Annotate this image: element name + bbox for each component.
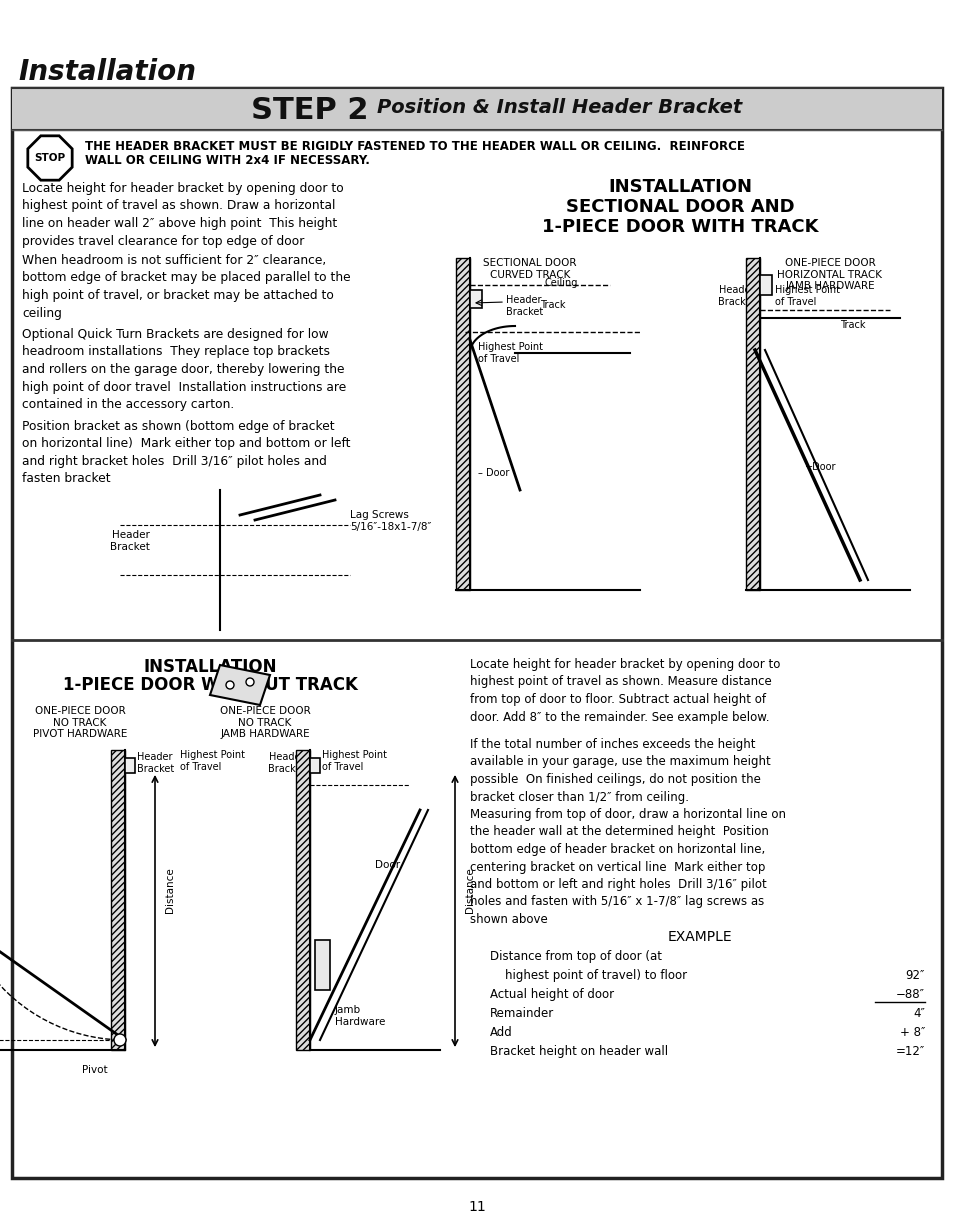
Text: Locate height for header bracket by opening door to
highest point of travel as s: Locate height for header bracket by open… [22,182,343,248]
Text: If the total number of inches exceeds the height
available in your garage, use t: If the total number of inches exceeds th… [470,738,770,803]
Text: Measuring from top of door, draw a horizontal line on
the header wall at the det: Measuring from top of door, draw a horiz… [470,808,785,926]
Text: Optional Quick Turn Brackets are designed for low
headroom installations  They r: Optional Quick Turn Brackets are designe… [22,328,346,411]
Polygon shape [210,665,270,705]
Text: Track: Track [840,320,864,330]
Text: STEP 2: STEP 2 [251,96,369,125]
Bar [12,87,941,130]
Bar [111,750,125,1050]
Text: −88″: −88″ [895,988,924,1001]
Text: Distance: Distance [165,868,174,912]
Text: Highest Point
of Travel: Highest Point of Travel [322,750,387,772]
Text: + 8″: + 8″ [899,1025,924,1039]
Text: ONE-PIECE DOOR
NO TRACK
PIVOT HARDWARE: ONE-PIECE DOOR NO TRACK PIVOT HARDWARE [32,706,127,739]
Text: INSTALLATION: INSTALLATION [143,659,276,676]
Text: Track: Track [539,300,565,310]
Text: Actual height of door: Actual height of door [490,988,614,1001]
Bar [314,940,330,990]
Text: 92″: 92″ [904,970,924,982]
Bar [295,750,310,1050]
Text: Remainder: Remainder [490,1007,554,1021]
Circle shape [246,678,253,686]
Text: ONE-PIECE DOOR
NO TRACK
JAMB HARDWARE: ONE-PIECE DOOR NO TRACK JAMB HARDWARE [219,706,310,739]
Text: Header
Bracket: Header Bracket [110,530,150,552]
Text: Lag Screws
5/16″-18x1-7/8″: Lag Screws 5/16″-18x1-7/8″ [350,510,431,532]
Text: Distance from top of door (at: Distance from top of door (at [490,950,661,963]
Bar [12,87,941,1179]
Text: Door: Door [375,860,399,870]
Text: WALL OR CEILING WITH 2x4 IF NECESSARY.: WALL OR CEILING WITH 2x4 IF NECESSARY. [85,154,370,166]
Text: INSTALLATION: INSTALLATION [607,179,751,196]
Text: Jamb
Hardware: Jamb Hardware [335,1005,385,1027]
Text: Ceiling: Ceiling [544,278,578,288]
Text: 1-PIECE DOOR WITH TRACK: 1-PIECE DOOR WITH TRACK [541,217,818,236]
Text: Locate height for header bracket by opening door to
highest point of travel as s: Locate height for header bracket by open… [470,659,780,723]
Text: THE HEADER BRACKET MUST BE RIGIDLY FASTENED TO THE HEADER WALL OR CEILING.  REIN: THE HEADER BRACKET MUST BE RIGIDLY FASTE… [85,140,744,153]
Text: ONE-PIECE DOOR
HORIZONTAL TRACK
JAMB HARDWARE: ONE-PIECE DOOR HORIZONTAL TRACK JAMB HAR… [777,258,882,292]
Bar [125,758,135,773]
Text: 1-PIECE DOOR WITHOUT TRACK: 1-PIECE DOOR WITHOUT TRACK [63,676,357,694]
Text: Pivot: Pivot [82,1066,108,1075]
Text: SECTIONAL DOOR
CURVED TRACK: SECTIONAL DOOR CURVED TRACK [483,258,577,279]
Bar [456,258,470,590]
Text: Highest Point
of Travel: Highest Point of Travel [774,286,840,306]
Text: STOP: STOP [34,153,66,163]
Text: When headroom is not sufficient for 2″ clearance,
bottom edge of bracket may be : When headroom is not sufficient for 2″ c… [22,254,351,320]
Text: Header
Bracket: Header Bracket [137,752,174,774]
Text: SECTIONAL DOOR AND: SECTIONAL DOOR AND [565,198,794,216]
Text: −Door: −Door [804,462,836,471]
Text: Highest Point
of Travel: Highest Point of Travel [180,750,245,772]
Text: highest point of travel) to floor: highest point of travel) to floor [490,970,686,982]
Text: Highest Point
of Travel: Highest Point of Travel [477,341,542,363]
Text: Header
Bracket: Header Bracket [505,295,542,317]
Text: 4″: 4″ [912,1007,924,1021]
Text: Add: Add [490,1025,512,1039]
Text: Bracket height on header wall: Bracket height on header wall [490,1045,667,1058]
Text: Distance: Distance [464,868,475,912]
Text: Position & Install Header Bracket: Position & Install Header Bracket [377,98,741,117]
Text: – Door: – Door [477,468,509,477]
Bar [310,758,319,773]
Text: EXAMPLE: EXAMPLE [667,929,732,944]
Text: =12″: =12″ [895,1045,924,1058]
Text: Installation: Installation [18,58,195,86]
Bar [470,290,481,307]
Circle shape [113,1034,126,1046]
Bar [760,275,771,295]
Text: Position bracket as shown (bottom edge of bracket
on horizontal line)  Mark eith: Position bracket as shown (bottom edge o… [22,420,350,486]
Bar [745,258,760,590]
Text: Header
Bracket: Header Bracket [268,752,305,774]
Circle shape [226,680,233,689]
Text: 11: 11 [468,1200,485,1214]
Text: Header
Bracket: Header Bracket [717,286,754,306]
